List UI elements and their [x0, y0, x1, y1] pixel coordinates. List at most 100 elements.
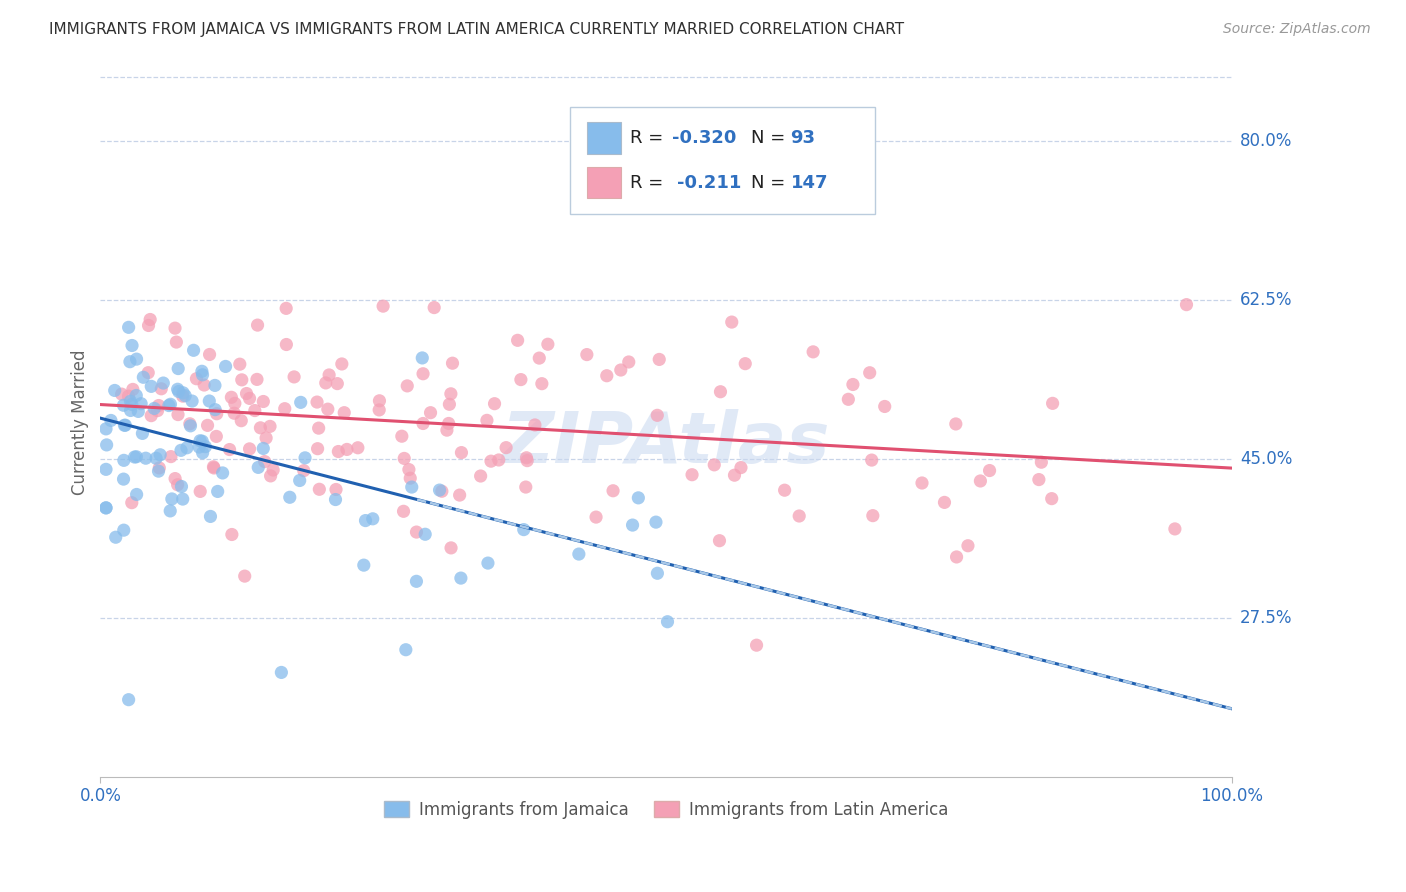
Point	[188, 484, 211, 499]
Text: N =: N =	[751, 129, 792, 147]
Point	[617, 355, 640, 369]
Point	[412, 417, 434, 431]
Point	[276, 337, 298, 351]
Point	[305, 395, 328, 409]
Point	[114, 418, 136, 433]
Point	[288, 474, 311, 488]
Point	[979, 464, 1001, 478]
Point	[440, 541, 463, 555]
Point	[136, 366, 159, 380]
Point	[104, 384, 127, 398]
Point	[205, 429, 228, 443]
Point	[127, 404, 149, 418]
Point	[436, 423, 458, 437]
Point	[165, 334, 187, 349]
Point	[262, 463, 284, 477]
Point	[645, 515, 668, 529]
Y-axis label: Currently Married: Currently Married	[72, 350, 89, 495]
Point	[148, 399, 170, 413]
Point	[149, 448, 172, 462]
Point	[159, 504, 181, 518]
Point	[110, 387, 132, 401]
Point	[648, 352, 671, 367]
Point	[131, 426, 153, 441]
Point	[392, 504, 415, 518]
Point	[529, 351, 551, 365]
Text: N =: N =	[751, 174, 792, 192]
Point	[325, 492, 347, 507]
Point	[787, 508, 810, 523]
Point	[307, 442, 329, 456]
Text: IMMIGRANTS FROM JAMAICA VS IMMIGRANTS FROM LATIN AMERICA CURRENTLY MARRIED CORRE: IMMIGRANTS FROM JAMAICA VS IMMIGRANTS FR…	[49, 22, 904, 37]
Point	[703, 458, 725, 472]
Point	[125, 450, 148, 464]
Point	[117, 389, 139, 403]
Point	[516, 453, 538, 467]
Point	[315, 376, 337, 390]
Point	[247, 460, 270, 475]
Point	[157, 399, 180, 413]
Point	[233, 569, 256, 583]
Point	[235, 386, 257, 401]
Point	[191, 368, 214, 382]
Point	[354, 514, 377, 528]
Point	[842, 377, 865, 392]
Point	[125, 487, 148, 501]
Point	[148, 461, 170, 475]
Point	[143, 401, 166, 416]
Point	[118, 355, 141, 369]
Point	[204, 378, 226, 392]
Point	[430, 484, 453, 499]
Point	[243, 403, 266, 417]
Point	[167, 408, 190, 422]
Point	[200, 509, 222, 524]
Point	[167, 361, 190, 376]
Point	[166, 382, 188, 396]
Point	[1042, 396, 1064, 410]
Point	[530, 376, 553, 391]
Point	[333, 406, 356, 420]
Point	[159, 397, 181, 411]
Point	[523, 417, 546, 432]
Point	[862, 508, 884, 523]
Point	[308, 421, 330, 435]
Point	[450, 571, 472, 585]
Point	[204, 402, 226, 417]
Point	[224, 406, 246, 420]
Point	[112, 453, 135, 467]
Point	[734, 357, 756, 371]
Point	[117, 692, 139, 706]
Point	[292, 464, 315, 478]
Point	[773, 483, 796, 498]
Point	[96, 438, 118, 452]
Point	[945, 417, 967, 431]
Point	[395, 642, 418, 657]
Point	[186, 372, 208, 386]
Point	[183, 343, 205, 358]
Point	[188, 434, 211, 448]
Point	[477, 556, 499, 570]
Text: 147: 147	[790, 174, 828, 192]
Point	[475, 413, 498, 427]
Point	[328, 444, 350, 458]
Point	[117, 320, 139, 334]
Point	[837, 392, 859, 407]
Point	[509, 373, 531, 387]
Point	[276, 301, 298, 316]
Point	[121, 496, 143, 510]
Point	[484, 397, 506, 411]
Point	[170, 479, 193, 493]
Point	[318, 368, 340, 382]
Point	[412, 367, 434, 381]
Point	[709, 533, 731, 548]
Point	[336, 442, 359, 457]
Point	[246, 372, 269, 386]
Text: ZIPAtlas: ZIPAtlas	[502, 409, 831, 478]
Point	[129, 397, 152, 411]
Point	[94, 500, 117, 515]
Text: 80.0%: 80.0%	[1240, 132, 1292, 150]
Point	[160, 491, 183, 506]
Point	[172, 492, 194, 507]
Point	[709, 384, 731, 399]
Point	[621, 518, 644, 533]
